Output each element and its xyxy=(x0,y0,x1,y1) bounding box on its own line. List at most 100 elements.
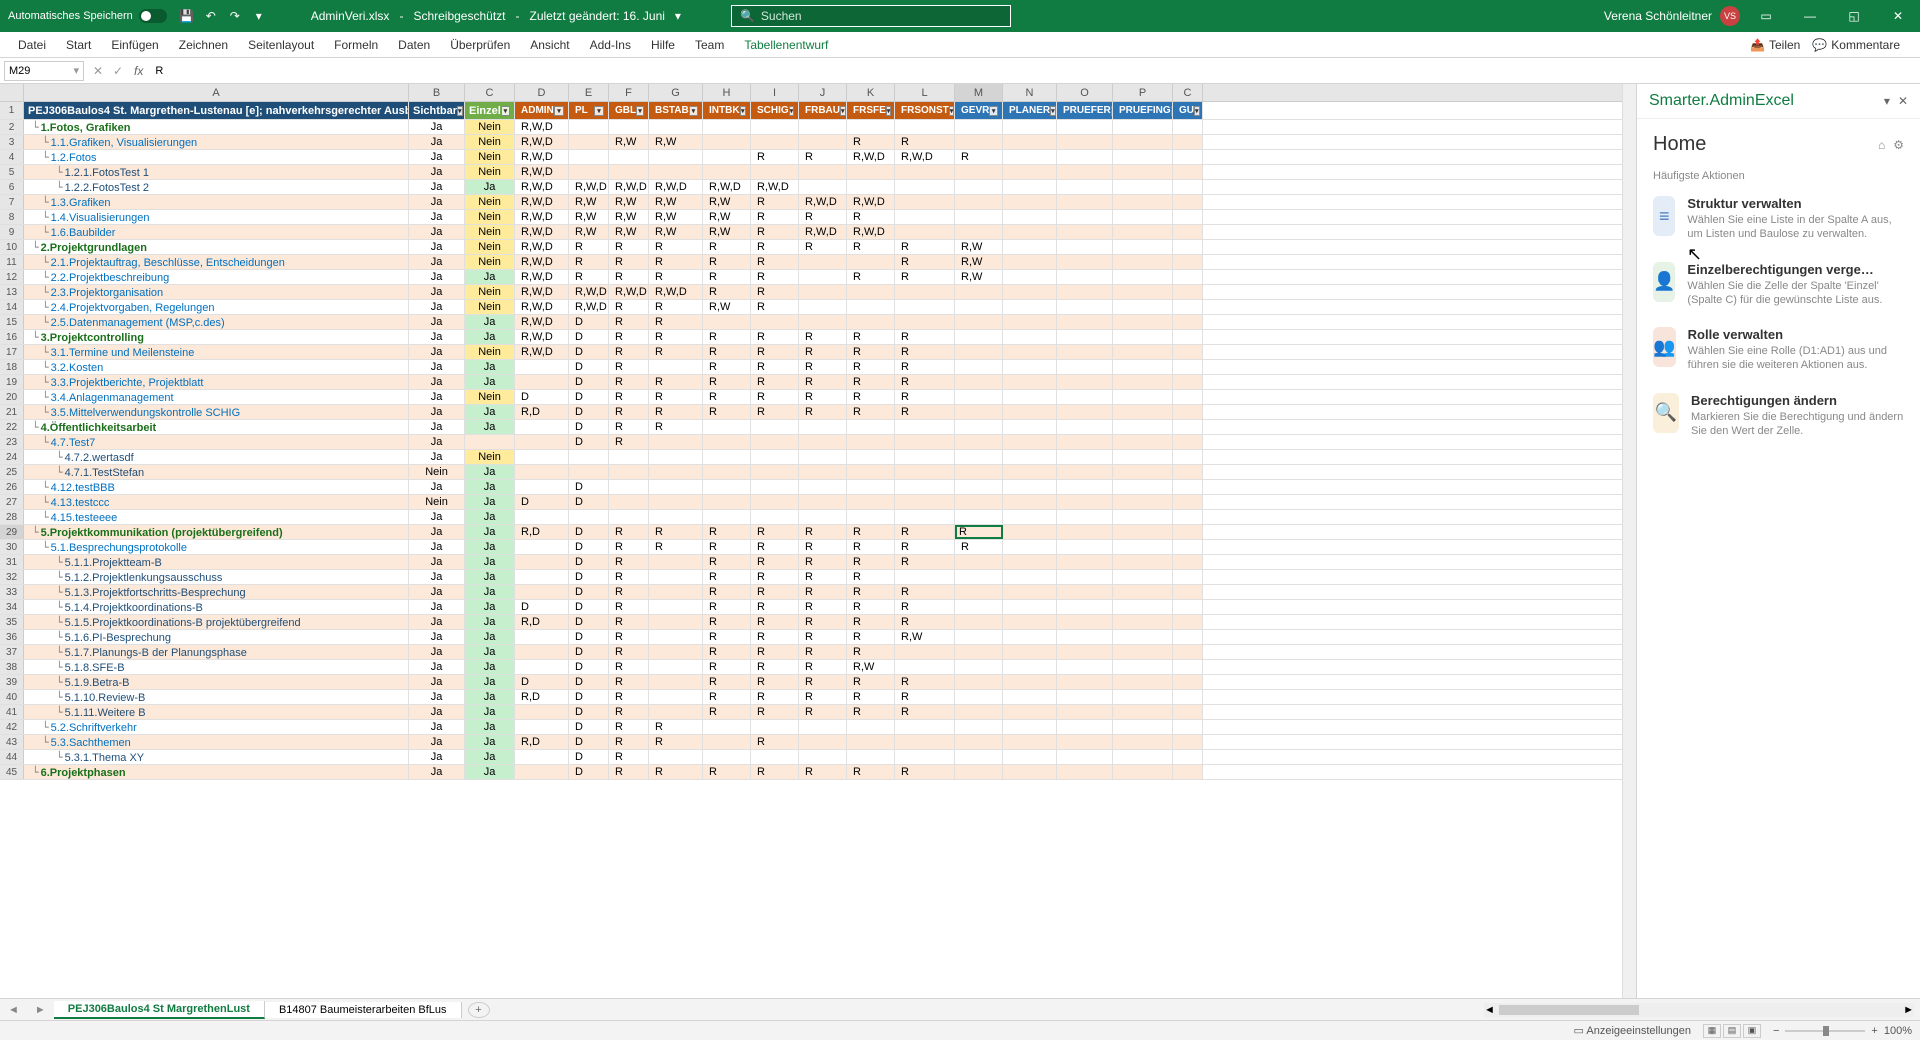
perm-cell[interactable] xyxy=(955,720,1003,734)
perm-cell[interactable]: R xyxy=(609,750,649,764)
perm-cell[interactable] xyxy=(1113,495,1173,509)
sichtbar-cell[interactable]: Ja xyxy=(409,390,465,404)
perm-cell[interactable]: D xyxy=(569,405,609,419)
perm-cell[interactable] xyxy=(703,165,751,179)
perm-cell[interactable]: R xyxy=(609,240,649,254)
perm-cell[interactable]: R xyxy=(609,405,649,419)
perm-cell[interactable]: R xyxy=(895,675,955,689)
perm-cell[interactable] xyxy=(751,435,799,449)
row-header[interactable]: 33 xyxy=(0,585,24,599)
perm-cell[interactable] xyxy=(1057,615,1113,629)
perm-cell[interactable] xyxy=(955,615,1003,629)
perm-cell[interactable] xyxy=(1173,300,1203,314)
perm-cell[interactable] xyxy=(1173,570,1203,584)
einzel-cell[interactable]: Nein xyxy=(465,120,515,134)
perm-cell[interactable] xyxy=(751,420,799,434)
tree-cell[interactable]: └5.1.Besprechungsprotokolle xyxy=(24,540,409,554)
perm-cell[interactable] xyxy=(1003,135,1057,149)
perm-cell[interactable]: R,W xyxy=(609,135,649,149)
perm-cell[interactable]: R xyxy=(649,540,703,554)
perm-cell[interactable]: R xyxy=(609,705,649,719)
perm-cell[interactable] xyxy=(955,375,1003,389)
einzel-cell[interactable]: Ja xyxy=(465,750,515,764)
sichtbar-cell[interactable]: Ja xyxy=(409,120,465,134)
perm-cell[interactable]: R xyxy=(649,525,703,539)
perm-cell[interactable] xyxy=(895,435,955,449)
perm-cell[interactable]: R,W,D xyxy=(515,285,569,299)
perm-cell[interactable] xyxy=(649,150,703,164)
perm-cell[interactable]: R xyxy=(847,600,895,614)
perm-cell[interactable] xyxy=(609,150,649,164)
perm-cell[interactable] xyxy=(1173,120,1203,134)
perm-cell[interactable]: R xyxy=(703,270,751,284)
perm-cell[interactable] xyxy=(799,120,847,134)
perm-cell[interactable] xyxy=(751,510,799,524)
perm-cell[interactable]: D xyxy=(569,390,609,404)
perm-cell[interactable]: R xyxy=(751,705,799,719)
ribbon-mode-icon[interactable]: ▭ xyxy=(1748,0,1784,32)
perm-cell[interactable] xyxy=(1057,225,1113,239)
tree-cell[interactable]: └2.Projektgrundlagen xyxy=(24,240,409,254)
perm-cell[interactable] xyxy=(569,150,609,164)
perm-cell[interactable] xyxy=(895,165,955,179)
perm-cell[interactable]: R xyxy=(799,405,847,419)
select-all-corner[interactable] xyxy=(0,84,24,101)
perm-cell[interactable] xyxy=(1113,285,1173,299)
perm-cell[interactable] xyxy=(1173,135,1203,149)
perm-cell[interactable] xyxy=(1113,585,1173,599)
perm-cell[interactable]: R xyxy=(609,330,649,344)
perm-cell[interactable] xyxy=(1057,435,1113,449)
perm-cell[interactable]: R xyxy=(799,570,847,584)
perm-cell[interactable] xyxy=(515,750,569,764)
perm-cell[interactable] xyxy=(649,705,703,719)
perm-cell[interactable] xyxy=(1003,720,1057,734)
perm-cell[interactable] xyxy=(703,480,751,494)
row-header[interactable]: 20 xyxy=(0,390,24,404)
perm-cell[interactable]: R,W xyxy=(609,225,649,239)
tree-cell[interactable]: └5.1.3.Projektfortschritts-Besprechung xyxy=(24,585,409,599)
perm-cell[interactable] xyxy=(955,495,1003,509)
perm-cell[interactable]: R xyxy=(751,360,799,374)
perm-cell[interactable] xyxy=(955,480,1003,494)
perm-cell[interactable] xyxy=(847,750,895,764)
perm-cell[interactable] xyxy=(1003,360,1057,374)
perm-cell[interactable] xyxy=(1173,615,1203,629)
ribbon-tab-add-ins[interactable]: Add-Ins xyxy=(580,34,641,56)
perm-cell[interactable]: R xyxy=(799,600,847,614)
sichtbar-cell[interactable]: Ja xyxy=(409,360,465,374)
sichtbar-cell[interactable]: Nein xyxy=(409,495,465,509)
perm-cell[interactable]: R,W xyxy=(569,210,609,224)
einzel-cell[interactable]: Ja xyxy=(465,525,515,539)
perm-cell[interactable] xyxy=(751,720,799,734)
col-header-N[interactable]: N xyxy=(1003,84,1057,101)
perm-cell[interactable]: R,D xyxy=(515,525,569,539)
perm-cell[interactable]: R xyxy=(751,240,799,254)
row-header[interactable]: 2 xyxy=(0,120,24,134)
perm-cell[interactable]: R,W xyxy=(649,195,703,209)
perm-cell[interactable] xyxy=(1113,420,1173,434)
perm-cell[interactable] xyxy=(703,450,751,464)
row-header[interactable]: 45 xyxy=(0,765,24,779)
perm-cell[interactable] xyxy=(515,645,569,659)
tree-cell[interactable]: └5.1.7.Planungs-B der Planungsphase xyxy=(24,645,409,659)
tree-cell[interactable]: └2.1.Projektauftrag, Beschlüsse, Entsche… xyxy=(24,255,409,269)
row-header[interactable]: 13 xyxy=(0,285,24,299)
perm-cell[interactable] xyxy=(955,450,1003,464)
perm-cell[interactable]: D xyxy=(569,435,609,449)
perm-cell[interactable] xyxy=(1003,300,1057,314)
sichtbar-cell[interactable]: Ja xyxy=(409,240,465,254)
perm-cell[interactable] xyxy=(1057,735,1113,749)
perm-cell[interactable] xyxy=(1173,195,1203,209)
perm-cell[interactable]: D xyxy=(569,330,609,344)
perm-cell[interactable] xyxy=(895,195,955,209)
row-header[interactable]: 41 xyxy=(0,705,24,719)
perm-cell[interactable]: R xyxy=(751,645,799,659)
perm-cell[interactable] xyxy=(649,600,703,614)
row-header[interactable]: 39 xyxy=(0,675,24,689)
perm-cell[interactable] xyxy=(649,510,703,524)
perm-cell[interactable] xyxy=(1173,405,1203,419)
perm-cell[interactable] xyxy=(955,180,1003,194)
perm-cell[interactable] xyxy=(955,630,1003,644)
perm-cell[interactable] xyxy=(1113,255,1173,269)
perm-cell[interactable]: R xyxy=(847,675,895,689)
